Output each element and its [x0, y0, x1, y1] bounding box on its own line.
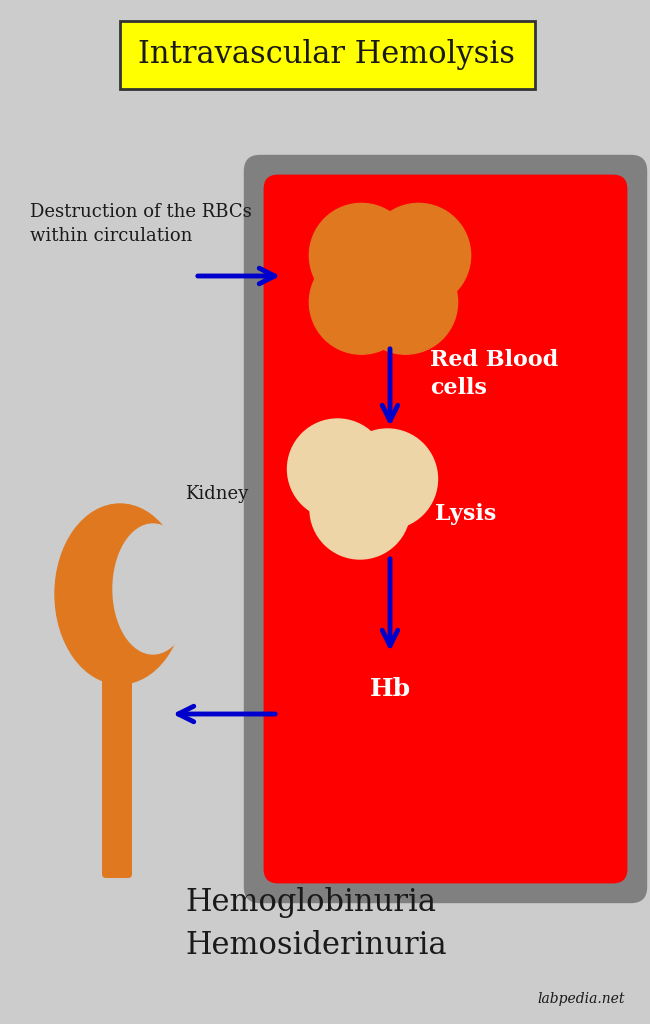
- Circle shape: [367, 204, 471, 307]
- Text: Destruction of the RBCs
within circulation: Destruction of the RBCs within circulati…: [30, 203, 252, 245]
- Text: Hemoglobinuria
Hemosiderinuria: Hemoglobinuria Hemosiderinuria: [185, 887, 447, 961]
- Text: Hb: Hb: [369, 677, 411, 701]
- Text: Red Blood
cells: Red Blood cells: [430, 349, 558, 398]
- FancyBboxPatch shape: [244, 155, 647, 903]
- Circle shape: [337, 429, 437, 529]
- Circle shape: [309, 204, 413, 307]
- Circle shape: [287, 419, 387, 519]
- Text: labpedia.net: labpedia.net: [538, 992, 625, 1006]
- Ellipse shape: [55, 504, 185, 684]
- FancyBboxPatch shape: [120, 22, 535, 89]
- FancyBboxPatch shape: [264, 175, 627, 884]
- Text: Intravascular Hemolysis: Intravascular Hemolysis: [138, 40, 515, 71]
- FancyBboxPatch shape: [102, 665, 132, 878]
- Text: Kidney: Kidney: [185, 485, 248, 503]
- Circle shape: [310, 459, 410, 559]
- Ellipse shape: [113, 524, 193, 654]
- Circle shape: [354, 250, 458, 354]
- Text: Lysis: Lysis: [435, 503, 496, 525]
- Circle shape: [309, 250, 413, 354]
